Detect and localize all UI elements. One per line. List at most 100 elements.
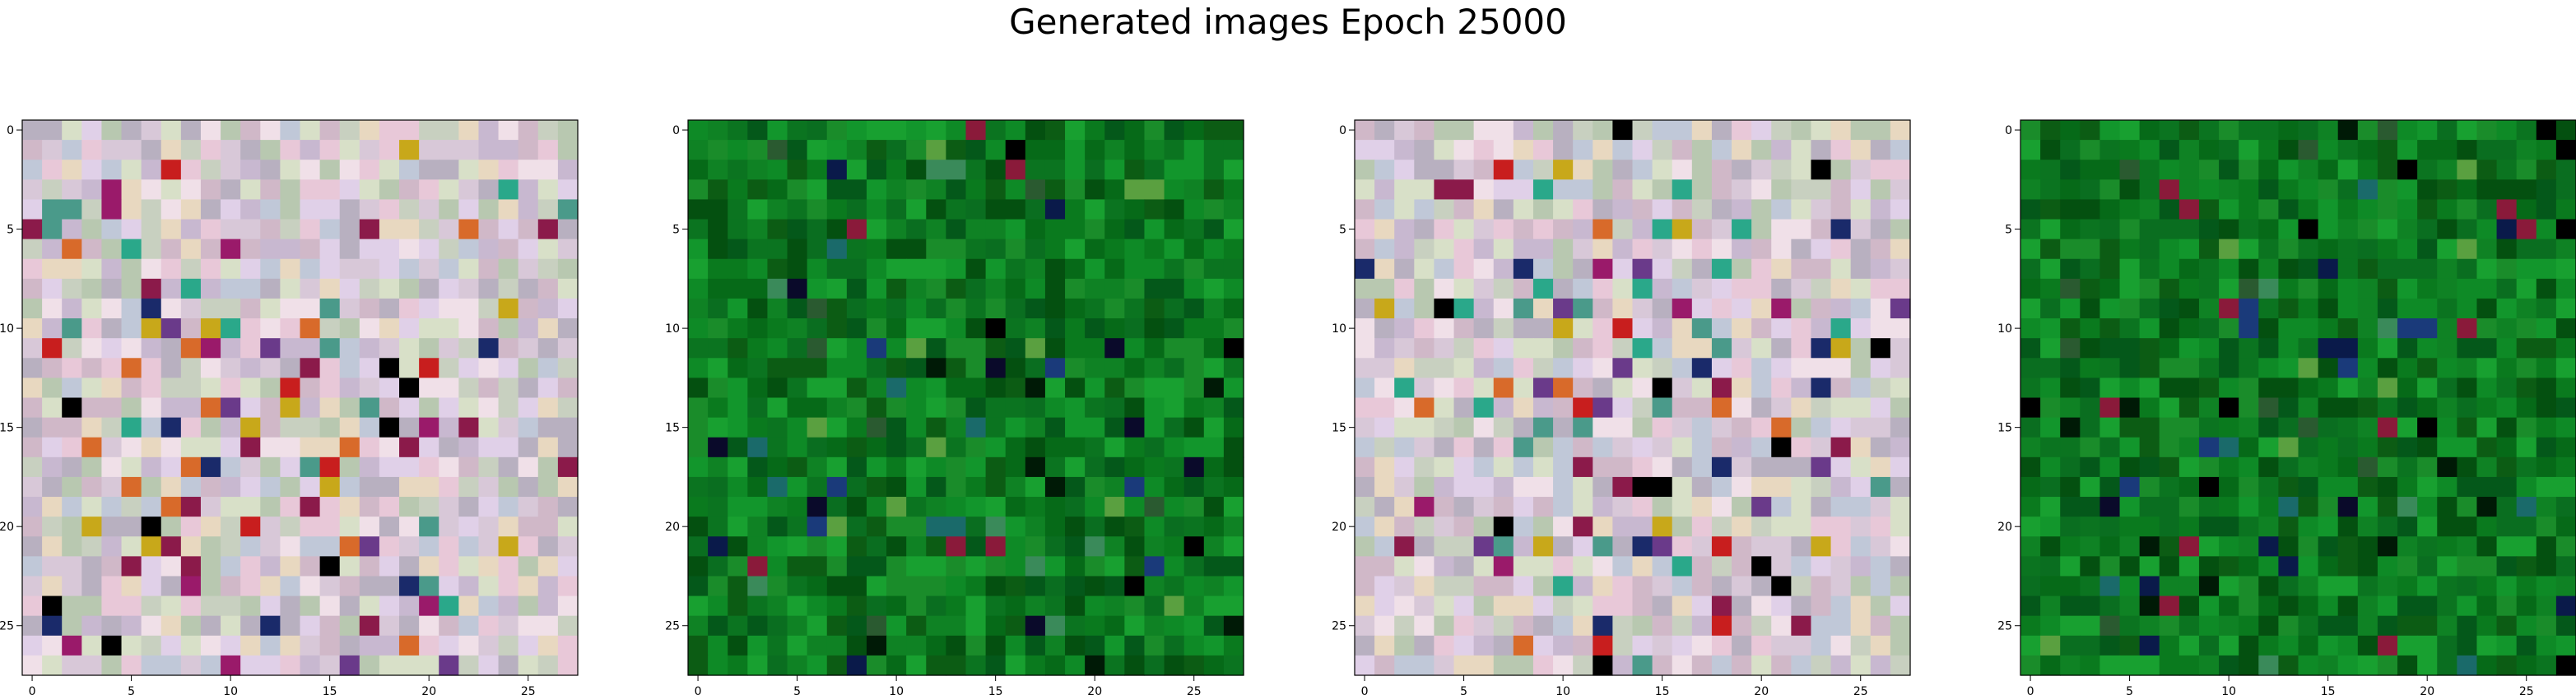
pixel-cell bbox=[1691, 456, 1713, 478]
pixel-cell bbox=[1144, 497, 1165, 517]
pixel-cell bbox=[985, 338, 1007, 359]
pixel-cell bbox=[2198, 160, 2220, 180]
pixel-cell bbox=[2536, 298, 2557, 319]
pixel-cell bbox=[1493, 378, 1514, 399]
pixel-cell bbox=[946, 417, 967, 438]
pixel-cell bbox=[1223, 615, 1244, 637]
pixel-cell bbox=[946, 258, 967, 280]
pixel-cell bbox=[2020, 576, 2041, 597]
pixel-cell bbox=[1811, 378, 1832, 399]
pixel-cell bbox=[1593, 497, 1613, 517]
pixel-cell bbox=[2119, 517, 2141, 537]
pixel-cell bbox=[1473, 179, 1495, 201]
pixel-cell bbox=[1672, 358, 1693, 378]
pixel-cell bbox=[2397, 655, 2418, 676]
pixel-cell bbox=[399, 358, 420, 378]
pixel-cell bbox=[1104, 239, 1125, 260]
pixel-cell bbox=[2516, 140, 2537, 160]
pixel-cell bbox=[518, 160, 539, 180]
pixel-cell bbox=[2119, 615, 2141, 637]
pixel-cell bbox=[160, 456, 182, 478]
pixel-cell bbox=[1672, 120, 1693, 141]
pixel-cell bbox=[1223, 278, 1244, 299]
pixel-cell bbox=[1672, 476, 1693, 498]
pixel-cell bbox=[1612, 278, 1634, 299]
pixel-cell bbox=[1870, 556, 1891, 577]
pixel-cell bbox=[141, 397, 162, 419]
pixel-cell bbox=[1751, 258, 1772, 280]
pixel-cell bbox=[1065, 576, 1086, 597]
pixel-cell bbox=[1850, 497, 1872, 517]
pixel-cell bbox=[1850, 417, 1872, 438]
pixel-cell bbox=[926, 437, 946, 458]
pixel-cell bbox=[1144, 456, 1165, 478]
pixel-cell bbox=[319, 378, 341, 399]
pixel-cell bbox=[1890, 160, 1911, 180]
pixel-cell bbox=[2397, 219, 2418, 240]
pixel-cell bbox=[1144, 615, 1165, 637]
pixel-cell bbox=[2198, 318, 2220, 339]
pixel-cell bbox=[1164, 497, 1185, 517]
pixel-cell bbox=[1453, 338, 1475, 359]
pixel-cell bbox=[1183, 318, 1205, 339]
pixel-cell bbox=[101, 437, 123, 458]
pixel-cell bbox=[1394, 615, 1415, 637]
pixel-cell bbox=[965, 417, 987, 438]
pixel-cell bbox=[2377, 635, 2398, 656]
pixel-cell bbox=[319, 437, 341, 458]
pixel-cell bbox=[1632, 615, 1653, 637]
pixel-cell bbox=[2020, 517, 2041, 537]
pixel-cell bbox=[1453, 278, 1475, 299]
pixel-cell bbox=[866, 120, 887, 141]
pixel-cell bbox=[2040, 397, 2061, 419]
pixel-cell bbox=[826, 358, 848, 378]
pixel-cell bbox=[1414, 278, 1435, 299]
pixel-cell bbox=[807, 239, 828, 260]
pixel-cell bbox=[319, 219, 341, 240]
pixel-cell bbox=[1711, 219, 1732, 240]
pixel-cell bbox=[22, 140, 43, 160]
pixel-cell bbox=[439, 556, 459, 577]
pixel-cell bbox=[101, 258, 123, 280]
pixel-cell bbox=[42, 160, 63, 180]
pixel-cell bbox=[180, 655, 202, 676]
pixel-cell bbox=[946, 358, 967, 378]
pixel-cell bbox=[2278, 517, 2299, 537]
pixel-cell bbox=[2357, 179, 2378, 201]
pixel-cell bbox=[240, 417, 261, 438]
pixel-cell bbox=[2536, 338, 2557, 359]
pixel-cell bbox=[160, 278, 182, 299]
pixel-cell bbox=[2219, 476, 2239, 498]
pixel-cell bbox=[2119, 239, 2141, 260]
pixel-cell bbox=[2555, 338, 2576, 359]
pixel-cell bbox=[2437, 140, 2457, 160]
y-tick-label: 5 bbox=[7, 224, 14, 237]
pixel-cell bbox=[260, 358, 281, 378]
pixel-cell bbox=[2496, 595, 2518, 617]
pixel-cell bbox=[1850, 517, 1872, 537]
pixel-cell bbox=[1811, 517, 1832, 537]
pixel-cell bbox=[1085, 615, 1105, 637]
pixel-cell bbox=[1005, 615, 1026, 637]
pixel-cell bbox=[2516, 497, 2537, 517]
pixel-cell bbox=[280, 298, 301, 319]
pixel-cell bbox=[280, 239, 301, 260]
pixel-cell bbox=[2476, 140, 2498, 160]
pixel-cell bbox=[160, 239, 182, 260]
pixel-cell bbox=[557, 338, 579, 359]
pixel-cell bbox=[2178, 517, 2200, 537]
pixel-cell bbox=[1751, 576, 1772, 597]
pixel-cell bbox=[1355, 595, 1375, 617]
pixel-cell bbox=[1593, 595, 1613, 617]
pixel-cell bbox=[2337, 140, 2359, 160]
pixel-cell bbox=[1085, 120, 1105, 141]
pixel-cell bbox=[1394, 556, 1415, 577]
pixel-cell bbox=[2476, 615, 2498, 637]
pixel-cell bbox=[1593, 615, 1613, 637]
pixel-cell bbox=[1355, 517, 1375, 537]
pixel-cell bbox=[688, 160, 709, 180]
pixel-cell bbox=[399, 278, 420, 299]
pixel-cell bbox=[826, 437, 848, 458]
pixel-cell bbox=[2080, 298, 2101, 319]
pixel-cell bbox=[1711, 476, 1732, 498]
